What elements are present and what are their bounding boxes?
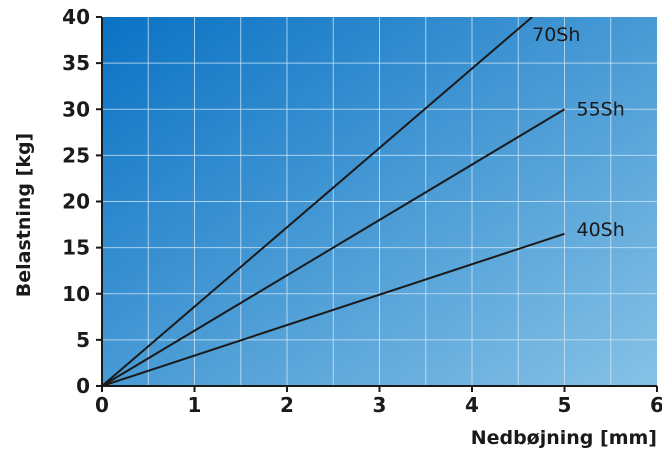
series-line-55sh xyxy=(102,108,566,386)
tick-labels: 0 1 2 3 4 5 6 0 5 10 15 20 25 30 35 40 xyxy=(62,5,662,417)
grid xyxy=(102,17,657,386)
x-axis-title: Nedbøjning [mm] xyxy=(471,427,657,449)
series-line-40sh xyxy=(102,232,565,386)
x-tick-label: 2 xyxy=(280,393,294,417)
y-tick-label: 25 xyxy=(62,143,90,167)
y-tick-label: 15 xyxy=(62,236,90,260)
y-tick-label: 40 xyxy=(62,5,90,29)
y-tick-label: 20 xyxy=(62,190,90,214)
x-tick-label: 6 xyxy=(650,393,662,417)
y-tick-label: 5 xyxy=(76,328,90,352)
y-axis-title: Belastning [kg] xyxy=(13,133,35,297)
x-tick-label: 5 xyxy=(558,393,572,417)
series-label-55sh: 55Sh xyxy=(577,98,625,120)
y-tick-label: 30 xyxy=(62,97,90,121)
x-tick-label: 3 xyxy=(373,393,387,417)
series-label-70sh: 70Sh xyxy=(532,24,580,46)
y-tick-label: 0 xyxy=(76,374,90,398)
series-lines xyxy=(102,17,566,386)
series-line-70sh xyxy=(102,17,533,386)
axes xyxy=(96,16,658,392)
x-tick-label: 1 xyxy=(188,393,202,417)
x-tick-label: 0 xyxy=(95,393,109,417)
series-labels: 70Sh 55Sh 40Sh xyxy=(532,24,625,241)
y-tick-label: 10 xyxy=(62,282,90,306)
x-tick-label: 4 xyxy=(465,393,479,417)
series-label-40sh: 40Sh xyxy=(577,219,625,241)
y-tick-label: 35 xyxy=(62,51,90,75)
